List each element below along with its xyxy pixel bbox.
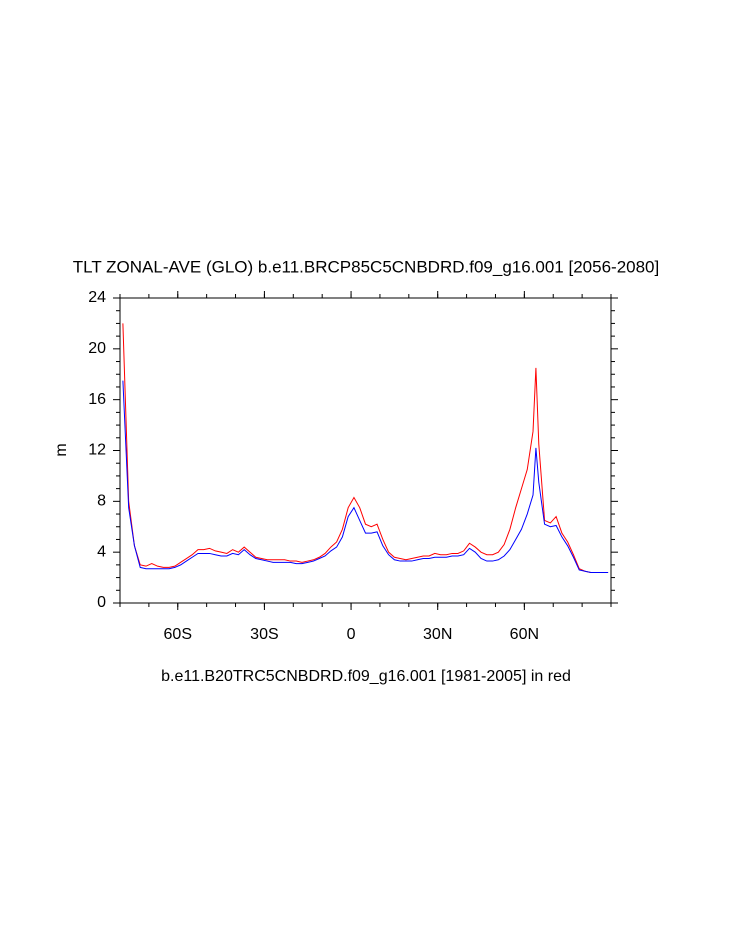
chart-title: TLT ZONAL-AVE (GLO) b.e11.BRCP85C5CNBDRD… — [73, 257, 659, 276]
y-tick-label: 4 — [97, 543, 106, 560]
y-tick-label: 0 — [97, 594, 106, 611]
series-line — [122, 380, 609, 573]
x-tick-label: 30S — [250, 626, 278, 643]
y-tick-label: 8 — [97, 493, 106, 510]
y-axis-label: m — [53, 443, 70, 456]
y-tick-label: 20 — [88, 340, 106, 357]
x-tick-label: 0 — [347, 626, 356, 643]
x-tick-label: 60S — [164, 626, 192, 643]
x-tick-label: 30N — [423, 626, 452, 643]
chart-subtitle: b.e11.B20TRC5CNBDRD.f09_g16.001 [1981-20… — [161, 668, 571, 685]
series-line — [122, 323, 609, 573]
y-tick-label: 12 — [88, 442, 106, 459]
y-tick-label: 24 — [88, 289, 106, 306]
x-tick-label: 60N — [510, 626, 539, 643]
y-tick-label: 16 — [88, 391, 106, 408]
